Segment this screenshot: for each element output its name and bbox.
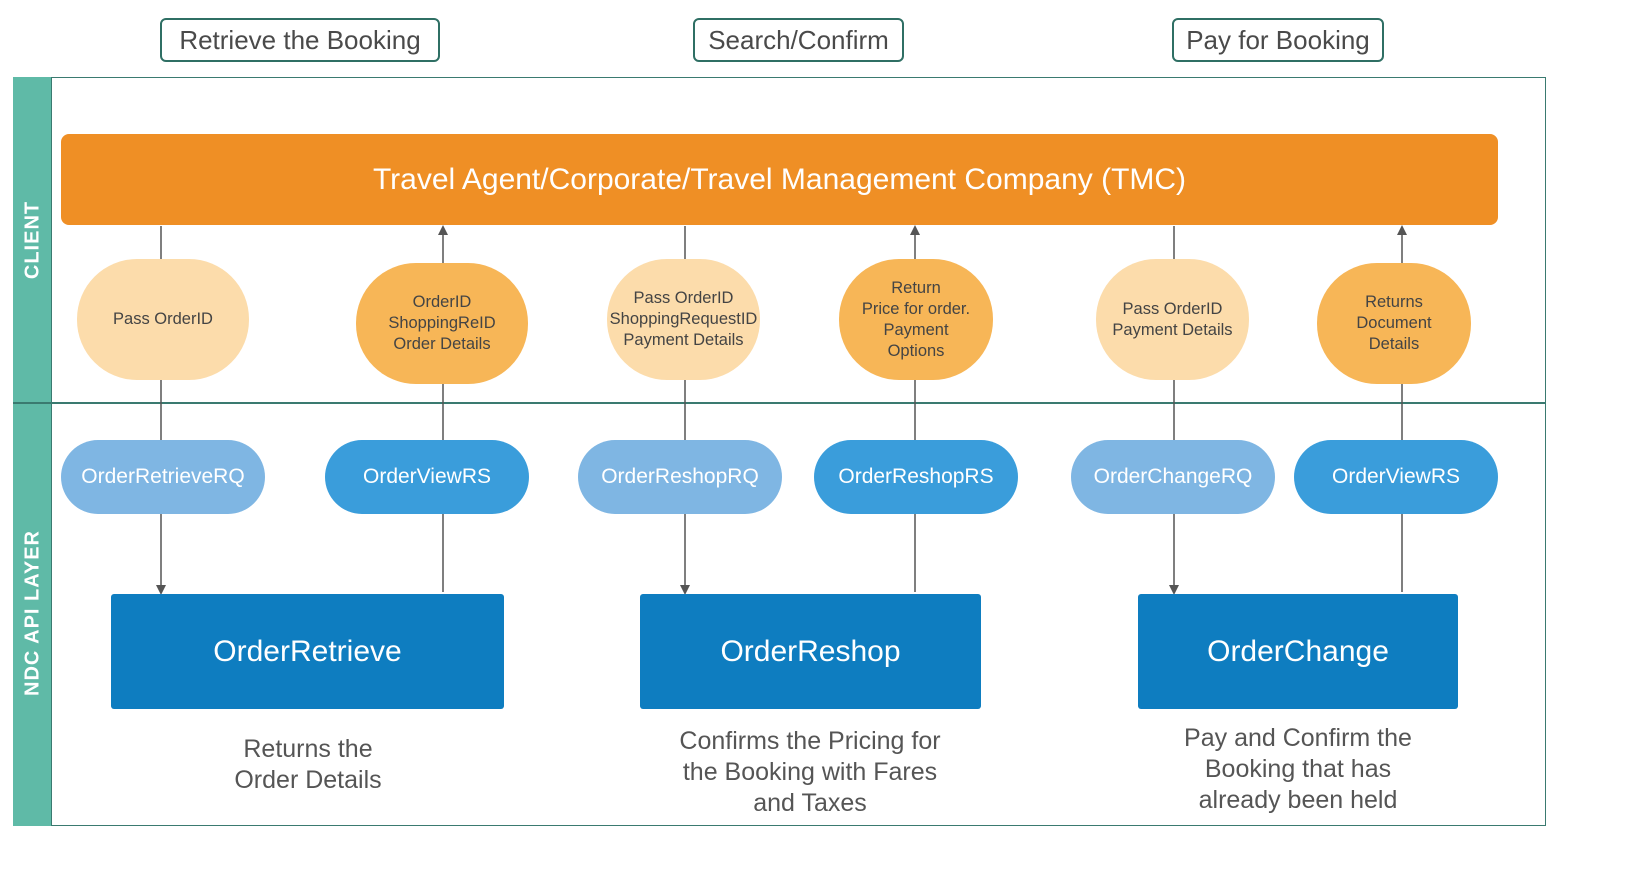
lane-divider [13,402,1546,404]
message-line: Order Details [393,335,491,353]
message-line: Payment Details [623,331,744,349]
message-pass-payment: Pass OrderID Payment Details [1096,259,1249,380]
message-line: Options [887,341,945,360]
phase-pay-for-booking: Pay for Booking [1172,18,1384,62]
description-line: the Booking with Fares [682,758,938,786]
message-line: Payment [883,320,949,339]
api-order-view-rs-1: OrderViewRS [325,440,529,514]
message-line: ShoppingReID [388,314,496,332]
message-return-price: Return Price for order. Payment Options [839,259,993,380]
api-order-view-rs-2: OrderViewRS [1294,440,1498,514]
description-order-retrieve: Returns the Order Details [160,734,456,796]
description-order-change: Pay and Confirm the Booking that has alr… [1148,723,1448,816]
description-line: Order Details [234,766,382,794]
message-line: Payment Details [1112,320,1233,339]
message-line: Price for order. [861,299,971,318]
message-line: Pass OrderID [113,310,213,328]
message-line: Pass OrderID [1122,299,1223,318]
api-order-reshop-rq: OrderReshopRQ [578,440,782,514]
message-line: Return [891,278,941,297]
api-order-reshop-rs: OrderReshopRS [814,440,1018,514]
api-lane-label: NDC API LAYER [13,403,52,826]
operation-order-retrieve: OrderRetrieve [111,594,504,709]
description-line: Returns the [243,735,373,763]
message-payment-details: Pass OrderID ShoppingRequestID Payment D… [607,259,760,380]
description-line: and Taxes [753,789,867,817]
description-line: Pay and Confirm the [1184,724,1412,752]
operation-order-change: OrderChange [1138,594,1458,709]
description-line: Confirms the Pricing for [679,727,941,755]
operation-order-reshop: OrderReshop [640,594,981,709]
message-pass-orderid: Pass OrderID [77,259,249,380]
api-order-retrieve-rq: OrderRetrieveRQ [61,440,265,514]
message-line: Returns [1365,293,1423,311]
message-line: Pass OrderID [633,289,734,307]
message-line: OrderID [412,293,472,311]
description-line: Booking that has [1204,755,1392,783]
message-line: ShoppingRequestID [609,310,758,328]
description-line: already been held [1198,786,1398,814]
api-order-change-rq: OrderChangeRQ [1071,440,1275,514]
message-line: Document [1356,314,1432,332]
message-returns-document: Returns Document Details [1317,263,1471,384]
phase-retrieve-booking: Retrieve the Booking [160,18,440,62]
message-order-details: OrderID ShoppingReID Order Details [356,263,528,384]
client-bar: Travel Agent/Corporate/Travel Management… [61,134,1498,225]
phase-search-confirm: Search/Confirm [693,18,904,62]
client-lane-label: CLIENT [13,77,52,403]
description-order-reshop: Confirms the Pricing for the Booking wit… [650,726,970,819]
message-line: Details [1368,335,1420,353]
